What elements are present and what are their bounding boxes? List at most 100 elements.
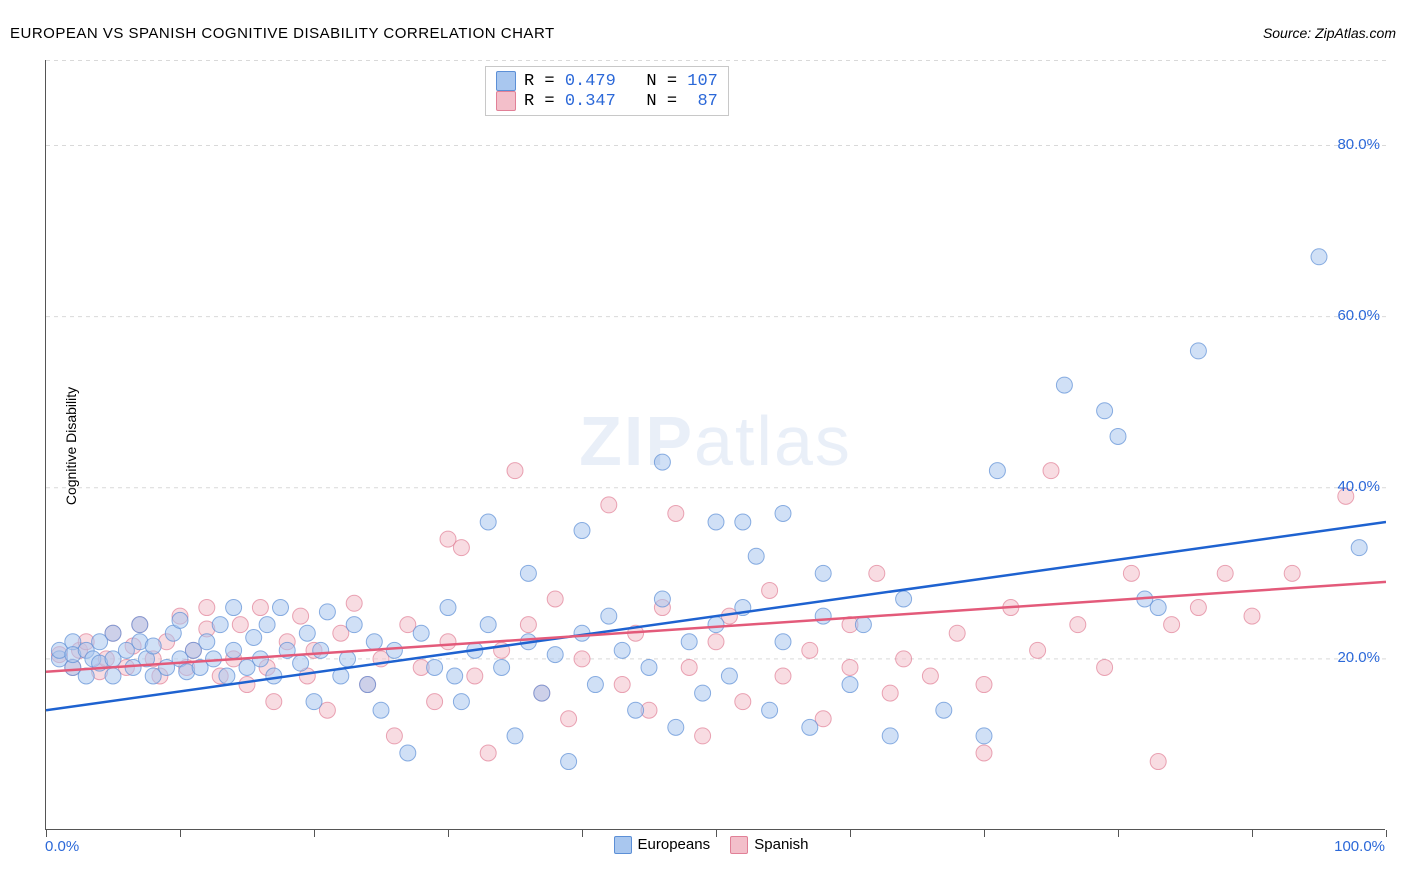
scatter-point: [1123, 565, 1139, 581]
scatter-point: [654, 454, 670, 470]
scatter-point: [172, 612, 188, 628]
scatter-point: [413, 625, 429, 641]
scatter-point: [346, 617, 362, 633]
scatter-point: [601, 497, 617, 513]
scatter-point: [802, 719, 818, 735]
scatter-point: [447, 668, 463, 684]
scatter-point: [775, 634, 791, 650]
scatter-point: [628, 702, 644, 718]
scatter-point: [212, 617, 228, 633]
regression-line: [46, 522, 1386, 710]
scatter-point: [246, 630, 262, 646]
scatter-point: [226, 600, 242, 616]
scatter-point: [614, 677, 630, 693]
scatter-point: [574, 651, 590, 667]
y-tick-label: 60.0%: [1337, 307, 1380, 324]
scatter-point: [708, 634, 724, 650]
scatter-point: [614, 642, 630, 658]
scatter-point: [480, 617, 496, 633]
scatter-point: [708, 617, 724, 633]
scatter-chart: ZIPatlas 20.0%40.0%60.0%80.0%: [45, 60, 1385, 830]
scatter-point: [313, 642, 329, 658]
scatter-point: [273, 600, 289, 616]
scatter-point: [507, 463, 523, 479]
legend-swatch: [496, 91, 516, 111]
scatter-point: [1097, 403, 1113, 419]
scatter-point: [547, 591, 563, 607]
scatter-point: [494, 659, 510, 675]
scatter-point: [427, 694, 443, 710]
source-attribution: Source: ZipAtlas.com: [1263, 25, 1396, 41]
scatter-point: [373, 702, 389, 718]
scatter-point: [520, 617, 536, 633]
scatter-point: [574, 523, 590, 539]
scatter-point: [668, 719, 684, 735]
scatter-point: [922, 668, 938, 684]
scatter-point: [293, 608, 309, 624]
y-tick-label: 40.0%: [1337, 478, 1380, 495]
scatter-point: [440, 600, 456, 616]
scatter-point: [467, 668, 483, 684]
scatter-point: [132, 617, 148, 633]
scatter-point: [1164, 617, 1180, 633]
correlation-stats: R = 0.347 N = 87: [524, 92, 718, 111]
scatter-point: [721, 668, 737, 684]
scatter-point: [1097, 659, 1113, 675]
scatter-point: [989, 463, 1005, 479]
scatter-point: [896, 591, 912, 607]
scatter-point: [775, 668, 791, 684]
scatter-point: [855, 617, 871, 633]
scatter-point: [1311, 249, 1327, 265]
scatter-point: [762, 702, 778, 718]
scatter-point: [762, 582, 778, 598]
scatter-point: [226, 642, 242, 658]
scatter-point: [1043, 463, 1059, 479]
scatter-point: [815, 565, 831, 581]
scatter-point: [1030, 642, 1046, 658]
scatter-point: [882, 685, 898, 701]
scatter-point: [1244, 608, 1260, 624]
scatter-point: [695, 728, 711, 744]
scatter-point: [252, 600, 268, 616]
scatter-point: [735, 514, 751, 530]
scatter-point: [936, 702, 952, 718]
scatter-point: [802, 642, 818, 658]
scatter-point: [266, 694, 282, 710]
scatter-point: [534, 685, 550, 701]
y-tick-label: 20.0%: [1337, 649, 1380, 666]
scatter-point: [400, 745, 416, 761]
scatter-point: [386, 728, 402, 744]
legend-swatch: [496, 71, 516, 91]
scatter-point: [654, 591, 670, 607]
scatter-point: [1351, 540, 1367, 556]
scatter-point: [1150, 754, 1166, 770]
scatter-point: [896, 651, 912, 667]
scatter-point: [1070, 617, 1086, 633]
scatter-point: [976, 745, 992, 761]
scatter-point: [949, 625, 965, 641]
chart-container: EUROPEAN VS SPANISH COGNITIVE DISABILITY…: [0, 0, 1406, 892]
x-axis-labels: 0.0% 100.0%: [45, 838, 1385, 878]
scatter-point: [453, 540, 469, 556]
scatter-point: [735, 694, 751, 710]
scatter-point: [386, 642, 402, 658]
scatter-point: [266, 668, 282, 684]
scatter-point: [520, 565, 536, 581]
scatter-point: [775, 505, 791, 521]
scatter-point: [440, 634, 456, 650]
scatter-point: [199, 600, 215, 616]
scatter-point: [346, 595, 362, 611]
scatter-point: [815, 608, 831, 624]
scatter-point: [259, 617, 275, 633]
scatter-point: [695, 685, 711, 701]
scatter-point: [976, 728, 992, 744]
scatter-point: [1190, 343, 1206, 359]
scatter-point: [668, 505, 684, 521]
scatter-point: [507, 728, 523, 744]
scatter-point: [842, 659, 858, 675]
scatter-point: [239, 677, 255, 693]
scatter-point: [199, 634, 215, 650]
chart-title: EUROPEAN VS SPANISH COGNITIVE DISABILITY…: [10, 25, 555, 42]
scatter-point: [882, 728, 898, 744]
scatter-point: [1217, 565, 1233, 581]
